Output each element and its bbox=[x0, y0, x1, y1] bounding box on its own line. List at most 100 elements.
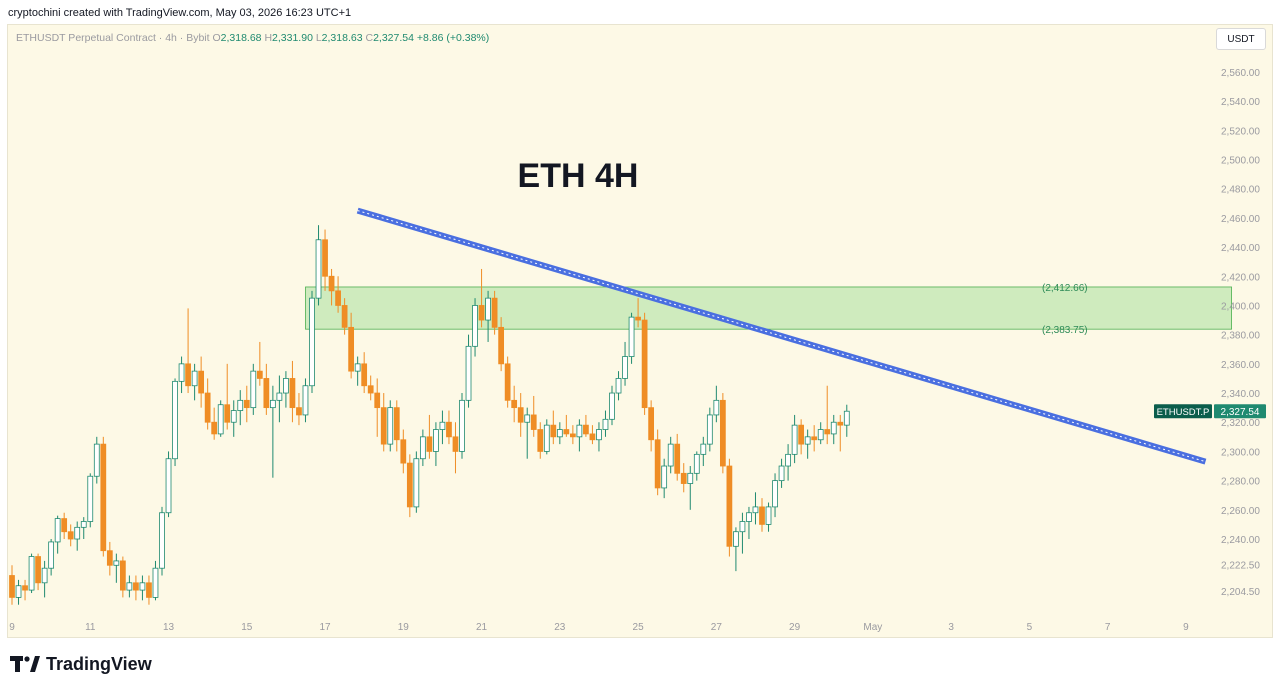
candle-body bbox=[367, 385, 374, 394]
candle-body bbox=[250, 370, 257, 409]
candle-body bbox=[661, 465, 668, 489]
candle-body bbox=[733, 531, 739, 547]
candle bbox=[41, 560, 48, 598]
time-tick-label: 3 bbox=[948, 622, 954, 633]
candle bbox=[22, 579, 28, 601]
candle-body bbox=[830, 421, 837, 435]
candle-body bbox=[361, 363, 368, 387]
candle-body bbox=[276, 392, 283, 401]
candle-body bbox=[693, 453, 700, 474]
candle-body bbox=[472, 305, 478, 347]
candle bbox=[54, 515, 61, 554]
price-tick-label: 2,400.00 bbox=[1221, 301, 1260, 312]
price-axis: 2,560.00 2,540.00 2,520.00 2,500.00 2,480.00… bbox=[1154, 68, 1266, 598]
time-tick-label: 17 bbox=[319, 622, 331, 633]
candle bbox=[263, 363, 270, 415]
candle-body bbox=[478, 305, 485, 321]
candle bbox=[243, 385, 250, 423]
candle-body bbox=[719, 399, 726, 467]
candle bbox=[641, 312, 648, 415]
candle-body bbox=[537, 429, 544, 452]
price-tick-label: 2,300.00 bbox=[1221, 447, 1260, 458]
candle bbox=[178, 356, 185, 394]
candle bbox=[706, 407, 713, 452]
candle-body bbox=[746, 512, 752, 522]
candle-body bbox=[15, 585, 22, 598]
low-value: 2,318.63 bbox=[321, 32, 363, 44]
candle bbox=[133, 575, 139, 601]
candle bbox=[589, 425, 596, 445]
chart-pane[interactable] bbox=[7, 24, 1273, 638]
candle bbox=[406, 454, 413, 518]
candle bbox=[191, 363, 198, 401]
candle bbox=[204, 378, 211, 430]
candle bbox=[719, 393, 726, 474]
candle-body bbox=[550, 424, 557, 438]
candle-body bbox=[772, 480, 778, 508]
candle bbox=[491, 290, 498, 335]
candle-body bbox=[622, 356, 628, 379]
candle bbox=[309, 290, 315, 394]
tradingview-logo[interactable]: TradingView bbox=[10, 654, 152, 675]
candle bbox=[426, 414, 433, 459]
candle bbox=[654, 429, 661, 496]
candle-body bbox=[315, 239, 322, 299]
candle-body bbox=[589, 433, 596, 441]
candle-body bbox=[224, 404, 231, 423]
open-key: O bbox=[212, 32, 221, 44]
time-tick-label: 21 bbox=[476, 622, 488, 633]
candle-body bbox=[22, 585, 28, 591]
candle-body bbox=[48, 541, 55, 569]
candle-body bbox=[133, 582, 139, 591]
candle-body bbox=[798, 424, 805, 445]
time-tick-label: May bbox=[863, 622, 882, 633]
candle-body bbox=[446, 421, 452, 438]
candle-body bbox=[9, 575, 15, 598]
candle-body bbox=[517, 407, 524, 423]
candle-body bbox=[80, 521, 87, 528]
candle-body bbox=[752, 506, 759, 514]
candle-body bbox=[498, 326, 505, 365]
candle-body bbox=[328, 275, 335, 292]
candle-body bbox=[543, 424, 550, 452]
candle-body bbox=[654, 439, 661, 489]
candle bbox=[733, 527, 739, 572]
last-price-tag: ETHUSDT.P 2,327.54 bbox=[1154, 404, 1266, 419]
candle bbox=[778, 458, 785, 488]
candle bbox=[765, 502, 772, 532]
candle bbox=[276, 375, 283, 423]
ohlc-legend: ETHUSDT Perpetual Contract · 4h · Bybit … bbox=[16, 32, 489, 44]
candle-body bbox=[74, 526, 81, 540]
candle-body bbox=[152, 567, 159, 598]
candle bbox=[674, 433, 681, 481]
candle bbox=[583, 414, 589, 437]
candle bbox=[817, 422, 824, 445]
candle bbox=[556, 422, 563, 445]
candle bbox=[524, 407, 531, 459]
tradingview-logo-icon bbox=[10, 655, 40, 672]
currency-button[interactable]: USDT bbox=[1216, 28, 1266, 50]
candle bbox=[67, 524, 74, 547]
price-tick-label: 2,320.00 bbox=[1221, 418, 1260, 429]
candle bbox=[198, 356, 205, 408]
candle-body bbox=[406, 462, 413, 508]
candle bbox=[283, 371, 289, 408]
candle bbox=[269, 385, 276, 478]
candle bbox=[146, 575, 152, 605]
candle bbox=[452, 422, 459, 474]
candle-body bbox=[615, 378, 622, 394]
candle-body bbox=[87, 475, 94, 522]
candle-body bbox=[217, 404, 224, 435]
trendline bbox=[356, 207, 1207, 465]
candle-body bbox=[106, 550, 113, 566]
candle bbox=[35, 553, 41, 591]
high-value: 2,331.90 bbox=[272, 32, 313, 44]
candle-body bbox=[41, 567, 48, 584]
candle bbox=[726, 458, 733, 557]
candle-body bbox=[674, 443, 681, 474]
candle bbox=[315, 225, 322, 306]
zone-rect[interactable] bbox=[305, 286, 1232, 330]
candle-body bbox=[348, 326, 355, 372]
candle bbox=[837, 414, 844, 452]
